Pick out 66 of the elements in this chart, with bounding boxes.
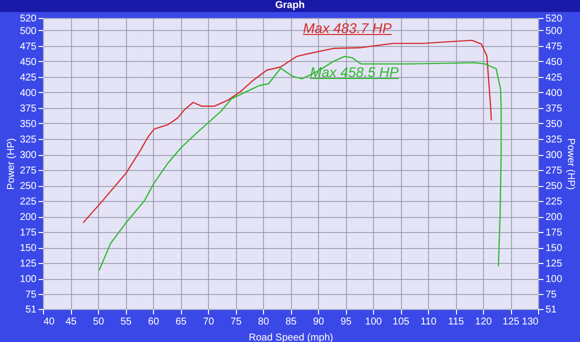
- x-tick-label: 110: [420, 316, 437, 328]
- x-tick-label: 70: [202, 316, 214, 328]
- y-tick-label: 475: [20, 41, 37, 52]
- x-tick-label: 125: [502, 316, 520, 328]
- x-tick-label: 60: [148, 316, 160, 328]
- y-tick-label: 225: [20, 196, 37, 208]
- y-tick-label: 250: [20, 181, 37, 192]
- y2-tick-label: 475: [546, 41, 563, 52]
- y-tick-label: 450: [20, 56, 37, 68]
- y-tick-label: 275: [20, 166, 37, 177]
- y-tick-label: 75: [25, 290, 37, 301]
- annotation: Max 458.5 HP: [310, 64, 399, 80]
- x-tick-label: 90: [312, 316, 324, 328]
- y-tick-label: 150: [20, 243, 37, 254]
- y-tick-label: 175: [20, 228, 37, 239]
- y2-tick-label: 520: [546, 14, 563, 24]
- y2-tick-label: 125: [546, 258, 563, 270]
- x-tick-label: 80: [258, 316, 270, 328]
- x-tick-label: 120: [475, 316, 492, 328]
- line-series: [82, 40, 492, 224]
- x-tick-label: 65: [175, 316, 187, 328]
- y-tick-label: 100: [20, 274, 37, 286]
- y-tick-label: 520: [20, 14, 37, 24]
- y2-tick-label: 100: [546, 274, 563, 286]
- y-tick-label: 400: [20, 88, 37, 99]
- y2-tick-label: 450: [546, 56, 563, 68]
- chart-title: Graph: [0, 0, 580, 12]
- y2-tick-label: 325: [546, 134, 563, 146]
- y-tick-label: 200: [20, 212, 37, 224]
- y-tick-label: 500: [20, 26, 37, 37]
- y2-axis-title: Power (HP): [565, 138, 576, 190]
- x-tick-label: 95: [340, 316, 352, 328]
- y2-tick-label: 300: [546, 150, 563, 162]
- y-tick-label: 125: [20, 258, 37, 270]
- y2-tick-label: 250: [546, 181, 563, 192]
- x-tick-label: 40: [44, 316, 56, 328]
- y-tick-label: 350: [20, 118, 37, 130]
- y-tick-label: 300: [20, 150, 37, 162]
- y-tick-label: 425: [20, 72, 37, 84]
- y-tick-label: 51: [25, 304, 37, 316]
- y2-tick-label: 225: [546, 196, 563, 208]
- x-tick-label: 115: [448, 316, 464, 328]
- y2-tick-label: 275: [546, 166, 563, 177]
- x-tick-label: 45: [65, 316, 77, 328]
- y-axis-title: Power (HP): [6, 138, 17, 190]
- line-series: [98, 56, 502, 272]
- y2-tick-label: 375: [546, 103, 563, 114]
- y2-tick-label: 200: [546, 212, 563, 224]
- y2-tick-label: 175: [546, 228, 563, 239]
- x-tick-label: 55: [120, 316, 132, 328]
- y2-tick-label: 400: [546, 88, 563, 99]
- x-tick-label: 100: [365, 316, 382, 328]
- y-tick-label: 325: [20, 134, 37, 146]
- y2-tick-label: 500: [546, 26, 563, 37]
- x-tick-label: 105: [392, 316, 410, 328]
- y2-tick-label: 150: [546, 243, 563, 254]
- x-tick-label: 75: [230, 316, 242, 328]
- x-tick-label: 130: [522, 316, 539, 328]
- x-tick-label: 50: [92, 316, 104, 328]
- y2-tick-label: 75: [546, 290, 558, 301]
- y2-tick-label: 51: [546, 304, 558, 316]
- y2-tick-label: 350: [546, 118, 563, 130]
- y-tick-label: 375: [20, 103, 37, 114]
- y2-tick-label: 425: [546, 72, 563, 84]
- annotation: Max 483.7 HP: [303, 20, 392, 36]
- x-tick-label: 85: [285, 316, 297, 328]
